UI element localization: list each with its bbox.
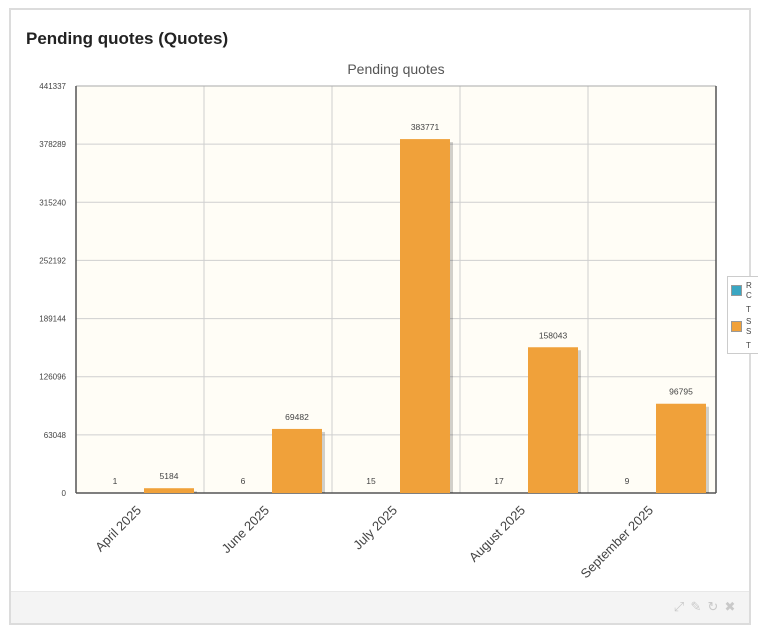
data-label: 69482 — [285, 412, 309, 422]
y-tick-label: 378289 — [39, 140, 66, 149]
legend-swatch — [731, 321, 742, 332]
refresh-icon[interactable]: ↻ — [707, 599, 719, 614]
x-tick-label: August 2025 — [466, 503, 528, 565]
bar — [272, 428, 322, 493]
plot-area — [76, 86, 716, 493]
x-tick-label: April 2025 — [92, 503, 144, 555]
legend-swatch — [731, 285, 742, 296]
legend-line: R — [746, 281, 752, 290]
data-label: 1 — [113, 476, 118, 486]
y-tick-label: 126096 — [39, 373, 66, 382]
bar — [528, 347, 578, 493]
dashlet-title: Pending quotes (Quotes) — [26, 29, 229, 48]
data-label: 158043 — [539, 330, 568, 340]
legend-line: C — [746, 291, 752, 300]
bar — [400, 139, 450, 494]
y-tick-label: 441337 — [39, 82, 66, 91]
data-label: 383771 — [411, 122, 440, 132]
y-tick-label: 63048 — [44, 431, 67, 440]
edit-icon[interactable]: ✎ — [690, 599, 702, 614]
legend-line: T — [746, 305, 751, 314]
y-tick-label: 252192 — [39, 256, 66, 265]
y-tick-label: 315240 — [39, 198, 66, 207]
x-tick-label: July 2025 — [350, 503, 400, 553]
dashlet-footer: ⤢ ✎ ↻ ✖ — [11, 591, 749, 623]
legend-line: S — [746, 317, 752, 326]
y-tick-label: 189144 — [39, 315, 66, 324]
bar — [656, 403, 706, 493]
bar — [144, 488, 194, 493]
footer-toolbar: ⤢ ✎ ↻ ✖ — [672, 600, 737, 614]
chart-title: Pending quotes — [347, 61, 444, 77]
legend-line: S — [746, 327, 752, 336]
legend-line: T — [746, 341, 751, 350]
data-label: 17 — [494, 476, 504, 486]
data-label: 6 — [241, 476, 246, 486]
data-label: 96795 — [669, 387, 693, 397]
data-label: 9 — [625, 476, 630, 486]
chart-legend: R C T S S T — [727, 276, 758, 354]
x-tick-label: June 2025 — [219, 503, 273, 557]
y-tick-label: 0 — [62, 489, 67, 498]
data-label: 15 — [366, 476, 376, 486]
close-icon[interactable]: ✖ — [724, 599, 736, 614]
data-label: 5184 — [160, 471, 179, 481]
x-tick-label: September 2025 — [578, 503, 657, 582]
expand-icon[interactable]: ⤢ — [673, 599, 685, 614]
